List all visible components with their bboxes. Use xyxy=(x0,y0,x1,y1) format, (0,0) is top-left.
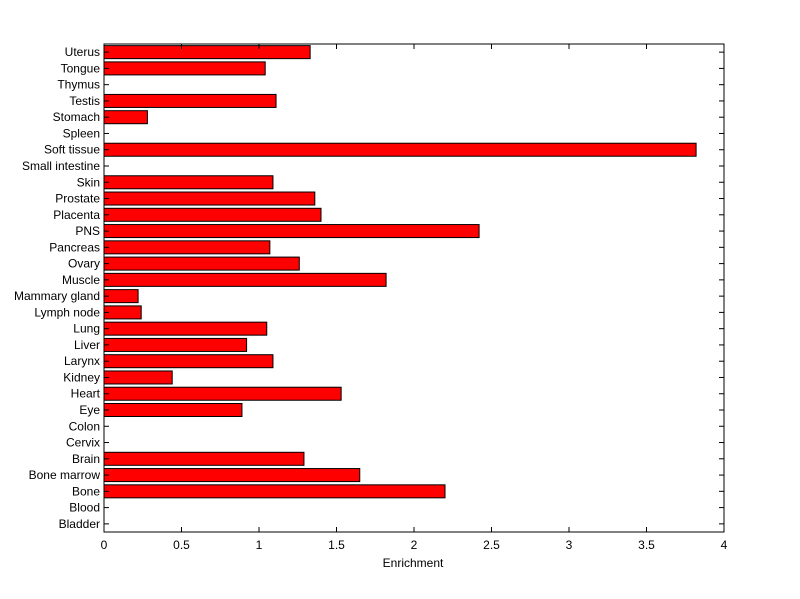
x-tick-label: 2.5 xyxy=(483,538,500,552)
y-tick-label: Spleen xyxy=(63,126,100,140)
y-tick-label: Muscle xyxy=(62,273,100,287)
y-tick-label: Pancreas xyxy=(49,240,100,254)
y-tick-label: Mammary gland xyxy=(14,289,100,303)
y-tick-label: Testis xyxy=(69,94,100,108)
bar xyxy=(103,305,142,320)
x-tick-label: 1.5 xyxy=(328,538,345,552)
bar xyxy=(103,468,361,483)
y-tick-label: Liver xyxy=(74,338,100,352)
bar xyxy=(103,484,446,499)
y-tick-label: Larynx xyxy=(64,354,100,368)
y-tick-label: Skin xyxy=(77,175,100,189)
bars-group xyxy=(103,45,697,499)
y-tick-label: Soft tissue xyxy=(44,143,100,157)
y-tick-label: Bone marrow xyxy=(29,468,101,482)
bar xyxy=(103,289,139,304)
y-axis: Bladder Blood Bone Bone marrow Brain Cervix Co… xyxy=(14,45,724,531)
bar xyxy=(103,337,248,352)
y-tick-label: PNS xyxy=(75,224,100,238)
bar xyxy=(103,93,277,108)
y-tick-label: Cervix xyxy=(66,436,100,450)
x-tick-label: 3.5 xyxy=(638,538,655,552)
y-tick-label: Lung xyxy=(73,322,100,336)
y-tick-label: Eye xyxy=(79,403,100,417)
y-tick-label: Colon xyxy=(69,419,100,433)
y-tick-label: Bone xyxy=(72,484,100,498)
bar xyxy=(103,224,480,239)
bar xyxy=(103,354,274,369)
y-tick-label: Stomach xyxy=(53,110,100,124)
y-tick-label: Placenta xyxy=(53,208,100,222)
bar xyxy=(103,451,305,466)
x-tick-label: 0.5 xyxy=(173,538,190,552)
bar xyxy=(103,321,268,336)
bar xyxy=(103,175,274,190)
y-tick-label: Uterus xyxy=(65,45,100,59)
bar xyxy=(103,272,387,287)
y-tick-label: Heart xyxy=(71,387,101,401)
x-axis: 0 0.5 1 1.5 2 2.5 3 3.5 4 xyxy=(101,44,728,552)
bar xyxy=(103,207,322,222)
bar xyxy=(103,386,342,401)
y-tick-label: Thymus xyxy=(57,78,100,92)
bar xyxy=(103,110,148,125)
bar xyxy=(103,370,173,385)
bar xyxy=(103,45,311,60)
plot-area xyxy=(103,43,725,533)
y-tick-label: Prostate xyxy=(55,192,100,206)
bar xyxy=(103,142,697,157)
y-tick-label: Small intestine xyxy=(22,159,100,173)
y-tick-label: Brain xyxy=(72,452,100,466)
y-tick-label: Bladder xyxy=(59,517,100,531)
x-tick-label: 2 xyxy=(411,538,418,552)
x-tick-label: 0 xyxy=(101,538,108,552)
x-axis-title: Enrichment xyxy=(383,556,444,570)
y-tick-label: Kidney xyxy=(63,370,100,384)
x-tick-label: 4 xyxy=(721,538,728,552)
bar xyxy=(103,402,243,418)
x-tick-label: 3 xyxy=(566,538,573,552)
y-tick-label: Tongue xyxy=(61,61,101,75)
x-tick-label: 1 xyxy=(256,538,263,552)
bar xyxy=(103,191,316,206)
bar xyxy=(103,256,300,271)
y-tick-label: Blood xyxy=(69,501,100,515)
bar xyxy=(103,61,266,76)
y-tick-label: Ovary xyxy=(68,257,100,271)
bar xyxy=(103,240,271,255)
y-tick-label: Lymph node xyxy=(34,305,100,319)
